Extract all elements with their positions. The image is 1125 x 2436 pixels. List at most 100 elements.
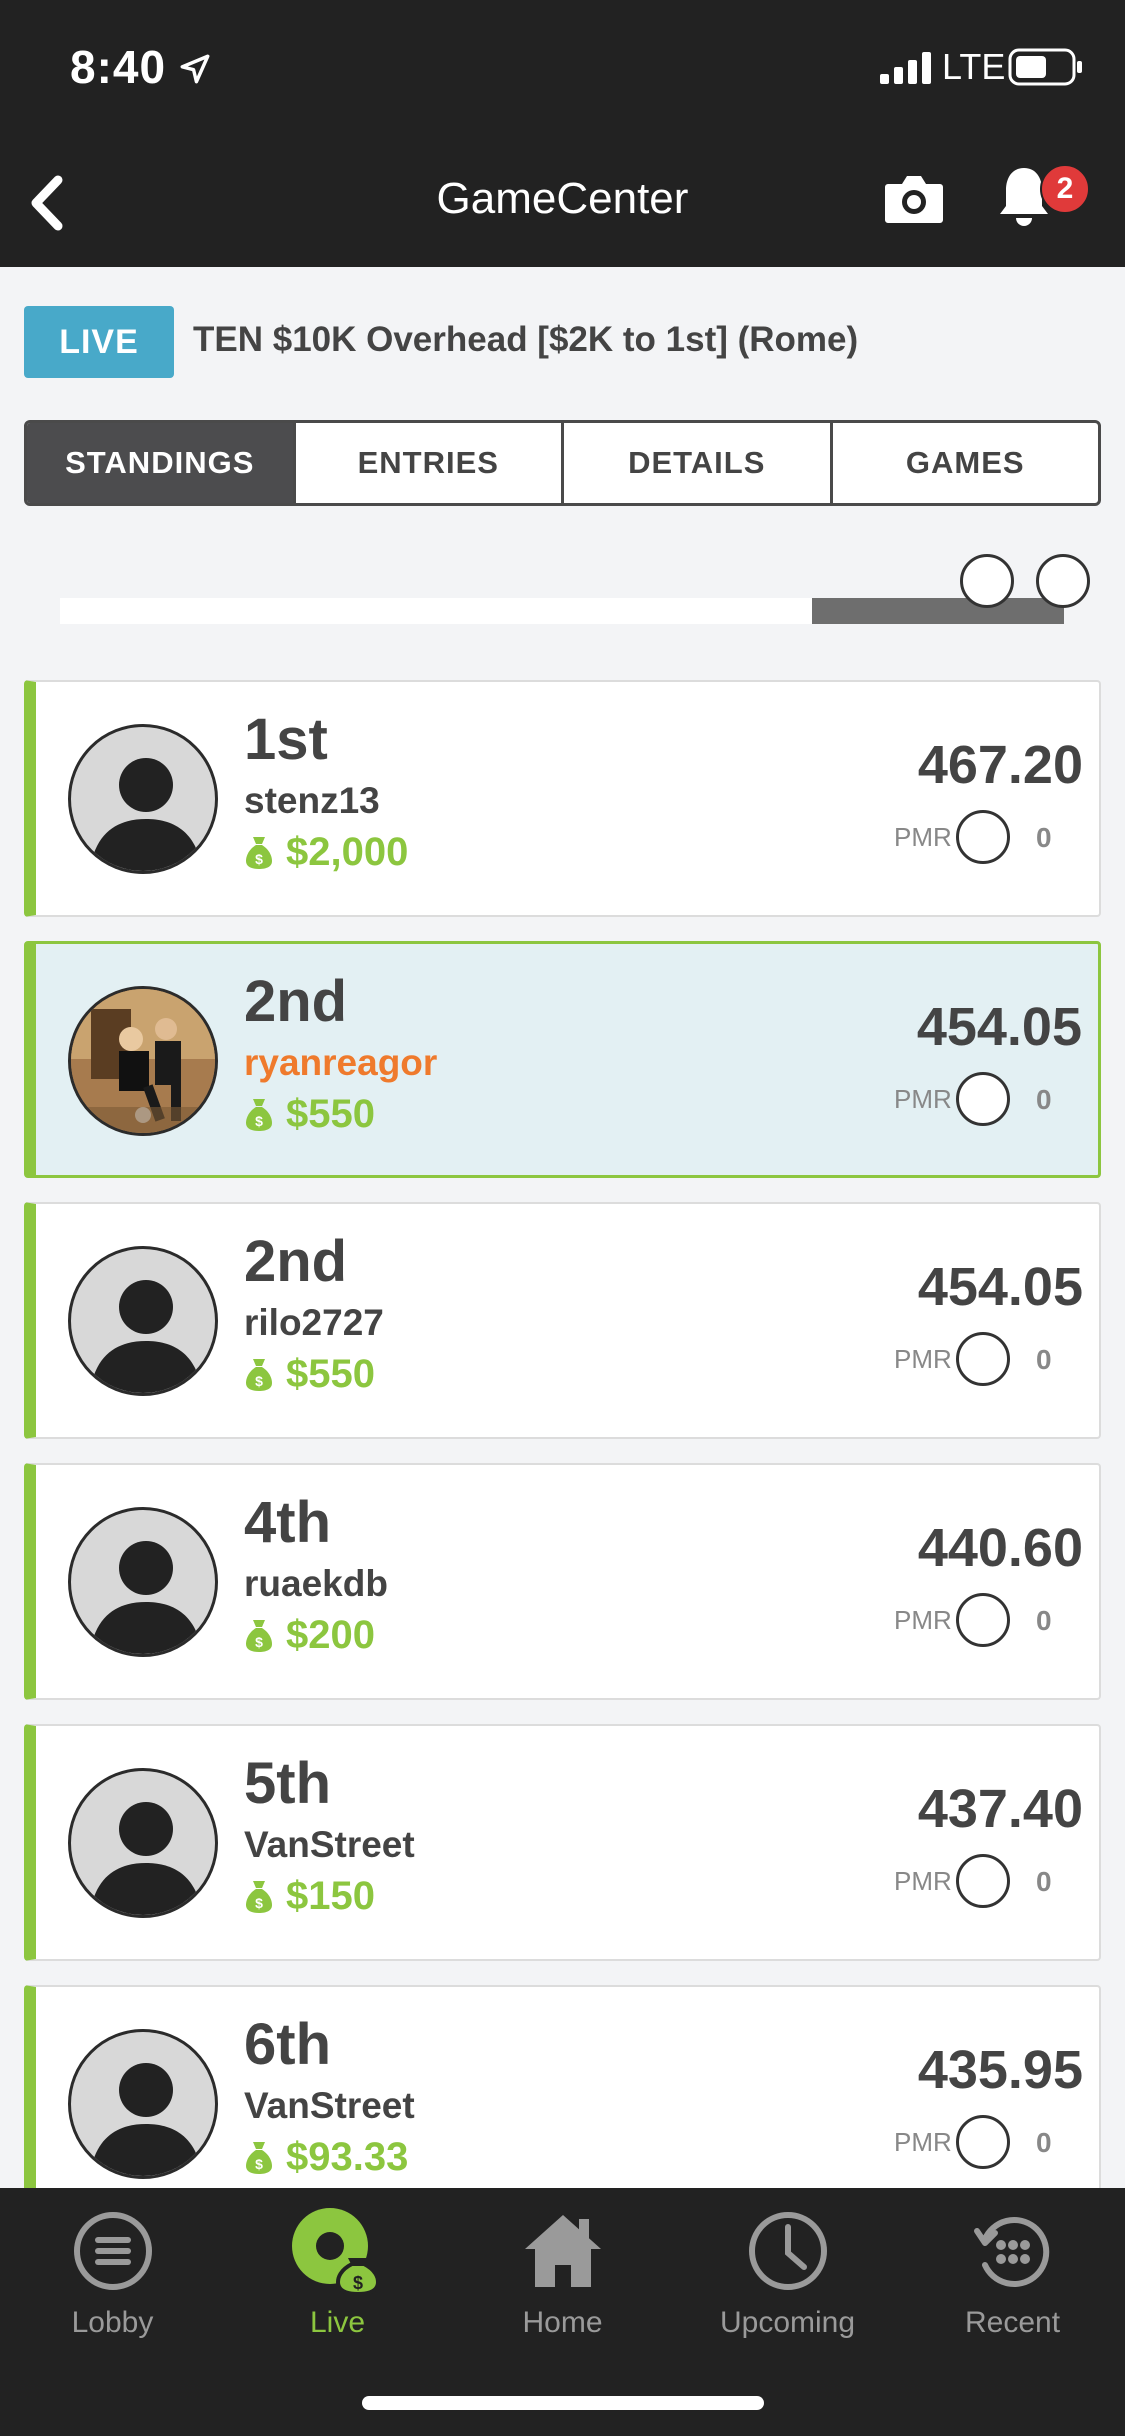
bottom-tab-bar: Lobby $ Live Home <box>0 2188 1125 2436</box>
money-bag-icon: $ <box>246 836 272 869</box>
avatar <box>68 724 218 874</box>
pmr-label: PMR <box>894 1605 952 1635</box>
standing-card[interactable]: 1st stenz13 $ $2,000 467.20 PMR 0 <box>24 680 1101 917</box>
standings-range-fill <box>812 598 1064 624</box>
tab-label: Lobby <box>71 2306 154 2339</box>
tab-recent[interactable]: Recent <box>900 2206 1125 2356</box>
range-end-handle[interactable] <box>1036 554 1090 608</box>
svg-text:$: $ <box>255 1373 263 1389</box>
tab-entries[interactable]: ENTRIES <box>296 423 564 503</box>
tab-label: Home <box>522 2306 603 2339</box>
pmr-label: PMR <box>894 1084 952 1114</box>
battery-icon <box>1008 48 1082 86</box>
tab-label: Live <box>309 2306 366 2339</box>
svg-text:$: $ <box>352 2273 362 2293</box>
standings-range-track[interactable] <box>60 598 1064 624</box>
range-start-handle[interactable] <box>960 554 1014 608</box>
money-bag-icon: $ <box>246 2141 272 2174</box>
pmr-label: PMR <box>894 1866 952 1896</box>
page-title: GameCenter <box>436 174 689 223</box>
rank-label: 2nd <box>244 1229 348 1294</box>
prize: $ $150 <box>244 1874 375 1919</box>
money-bag-icon: $ <box>246 1880 272 1913</box>
tab-home[interactable]: Home <box>450 2206 675 2356</box>
prize-amount: $550 <box>286 1352 375 1396</box>
money-bag-icon: $ <box>246 1619 272 1652</box>
status-time: 8:40 <box>70 41 167 93</box>
cellular-signal-icon <box>880 52 931 84</box>
user-photo <box>71 989 215 1133</box>
status-bar: 8:40 LTE <box>0 0 1125 140</box>
score: 435.95 <box>917 2040 1083 2100</box>
avatar <box>68 1246 218 1396</box>
rank-label: 2nd <box>244 969 348 1034</box>
prize-amount: $150 <box>286 1874 375 1918</box>
score: 454.05 <box>916 997 1082 1057</box>
svg-text:$: $ <box>255 1895 263 1911</box>
camera-icon[interactable] <box>884 170 944 226</box>
rank-label: 5th <box>244 1751 331 1816</box>
prize-amount: $200 <box>286 1613 375 1657</box>
tab-games[interactable]: GAMES <box>905 445 1025 480</box>
standings-list: 1st stenz13 $ $2,000 467.20 PMR 0 <box>24 680 1101 2188</box>
notification-bell-icon[interactable] <box>996 162 1052 232</box>
notification-badge: 2 <box>1040 164 1090 214</box>
clock-icon <box>748 2212 827 2290</box>
username: VanStreet <box>244 1824 415 1865</box>
username: stenz13 <box>244 780 380 821</box>
rank-label: 4th <box>244 1490 331 1555</box>
back-chevron-icon[interactable] <box>18 168 78 238</box>
pmr-progress-ring <box>956 1854 1010 1908</box>
live-badge: LIVE <box>24 306 174 378</box>
svg-text:$: $ <box>255 1113 263 1129</box>
money-bag-icon: $ <box>246 1358 272 1391</box>
location-arrow-icon <box>180 54 210 84</box>
lobby-icon <box>73 2212 152 2290</box>
username: VanStreet <box>244 2085 415 2126</box>
tab-live[interactable]: $ Live <box>225 2206 450 2356</box>
username-current-user: ryanreagor <box>244 1042 438 1083</box>
pmr-progress-ring <box>956 810 1010 864</box>
pmr-value: 0 <box>1036 1084 1052 1115</box>
segmented-tabs: STANDINGS ENTRIES DETAILS GAMES <box>24 420 1101 506</box>
pmr-value: 0 <box>1036 1866 1052 1897</box>
standing-card[interactable]: 5th VanStreet $ $150 437.40 PMR 0 <box>24 1724 1101 1961</box>
pmr-value: 0 <box>1036 2127 1052 2158</box>
pmr-value: 0 <box>1036 822 1052 853</box>
pmr-label: PMR <box>894 2127 952 2157</box>
prize-amount: $2,000 <box>286 830 409 874</box>
tab-upcoming[interactable]: Upcoming <box>675 2206 900 2356</box>
username: ruaekdb <box>244 1563 388 1604</box>
prize: $ $2,000 <box>244 830 408 875</box>
standing-card[interactable]: 6th VanStreet $ $93.33 435.95 PMR 0 <box>24 1985 1101 2188</box>
prize: $ $550 <box>244 1092 375 1137</box>
pmr-progress-ring <box>956 1332 1010 1386</box>
recent-icon <box>973 2217 1049 2287</box>
pmr-label: PMR <box>894 1344 952 1374</box>
avatar <box>68 1507 218 1657</box>
svg-text:$: $ <box>255 851 263 867</box>
tab-label: Upcoming <box>719 2306 856 2339</box>
pmr-progress-ring <box>956 1593 1010 1647</box>
svg-text:$: $ <box>255 1634 263 1650</box>
pmr-progress-ring <box>956 1072 1010 1126</box>
tab-lobby[interactable]: Lobby <box>0 2206 225 2356</box>
svg-text:$: $ <box>255 2156 263 2172</box>
prize-amount: $550 <box>286 1092 375 1136</box>
network-type: LTE <box>942 46 1006 87</box>
avatar <box>68 2029 218 2179</box>
score: 467.20 <box>917 735 1083 795</box>
prize-amount: $93.33 <box>286 2135 409 2179</box>
standing-card[interactable]: 4th ruaekdb $ $200 440.60 PMR 0 <box>24 1463 1101 1700</box>
standing-card[interactable]: 2nd rilo2727 $ $550 454.05 PMR 0 <box>24 1202 1101 1439</box>
home-indicator[interactable] <box>362 2396 764 2410</box>
pmr-value: 0 <box>1036 1344 1052 1375</box>
tab-details[interactable]: DETAILS <box>564 423 833 503</box>
score: 440.60 <box>917 1518 1083 1578</box>
money-bag-icon: $ <box>246 1098 272 1131</box>
tab-standings[interactable]: STANDINGS <box>27 423 296 503</box>
standing-card-current-user[interactable]: 2nd ryanreagor $ $550 454.05 PMR 0 <box>24 941 1101 1178</box>
pmr-label: PMR <box>894 822 952 852</box>
home-icon <box>524 2215 601 2287</box>
live-icon: $ <box>291 2208 380 2296</box>
